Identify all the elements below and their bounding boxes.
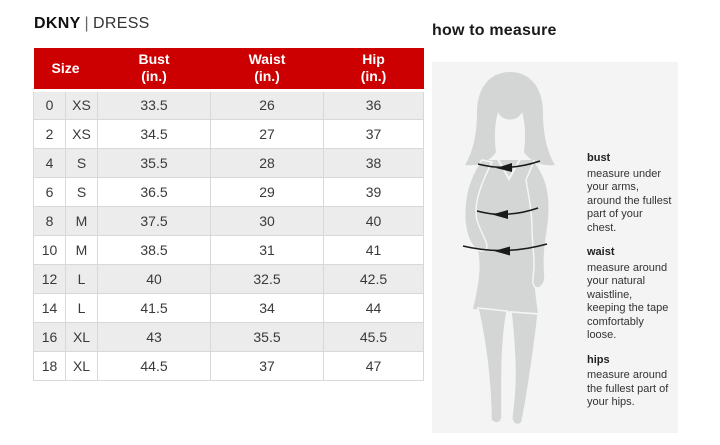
waist-cell: 32.5 xyxy=(210,263,325,294)
waist-description: measure around your natural waistline, k… xyxy=(587,261,669,342)
table-row: 8 M 37.5 30 40 xyxy=(33,205,425,236)
hips-section: hips measure around the fullest part of … xyxy=(587,354,673,410)
size-label-cell: L xyxy=(64,292,99,323)
size-num-cell: 18 xyxy=(33,350,66,381)
size-label-cell: M xyxy=(64,205,99,236)
bust-cell: 40 xyxy=(97,263,212,294)
size-num-cell: 8 xyxy=(33,205,66,236)
bust-header-label: Bust xyxy=(138,51,170,68)
waist-cell: 37 xyxy=(210,350,325,381)
bust-cell: 41.5 xyxy=(97,292,212,323)
bust-cell: 36.5 xyxy=(97,176,212,207)
size-num-cell: 14 xyxy=(33,292,66,323)
table-row: 14 L 41.5 34 44 xyxy=(33,292,425,323)
col-header-size: Size xyxy=(33,48,98,92)
bust-cell: 37.5 xyxy=(97,205,212,236)
chart-title: DKNY | DRESS xyxy=(34,15,150,33)
table-row: 4 S 35.5 28 38 xyxy=(33,147,425,178)
table-header-row: Size Bust (in.) Waist (in.) Hip (in.) xyxy=(33,48,424,92)
title-separator: | xyxy=(84,15,90,32)
hip-arrow-icon xyxy=(462,243,548,256)
size-label-cell: L xyxy=(64,263,99,294)
table-row: 16 XL 43 35.5 45.5 xyxy=(33,321,425,352)
waist-cell: 35.5 xyxy=(210,321,325,352)
bust-cell: 34.5 xyxy=(97,118,212,149)
hip-cell: 47 xyxy=(323,350,425,381)
bust-arrow-icon xyxy=(477,160,541,172)
hip-cell: 37 xyxy=(323,118,425,149)
v-neck-line xyxy=(494,153,524,182)
size-label-cell: S xyxy=(64,147,99,178)
waist-cell: 31 xyxy=(210,234,325,265)
how-to-measure-panel: bust measure under your arms, around the… xyxy=(432,62,678,433)
hip-cell: 41 xyxy=(323,234,425,265)
hip-cell: 44 xyxy=(323,292,425,323)
bust-cell: 43 xyxy=(97,321,212,352)
size-num-cell: 6 xyxy=(33,176,66,207)
table-row: 6 S 36.5 29 39 xyxy=(33,176,425,207)
bust-header-unit: (in.) xyxy=(141,68,167,85)
bust-cell: 38.5 xyxy=(97,234,212,265)
bust-section: bust measure under your arms, around the… xyxy=(587,152,673,235)
col-header-bust: Bust (in.) xyxy=(97,48,211,92)
hip-header-unit: (in.) xyxy=(360,68,387,85)
col-header-waist: Waist (in.) xyxy=(210,48,324,92)
size-header-label: Size xyxy=(51,59,80,76)
brand-name: DKNY xyxy=(34,15,81,32)
hips-label: hips xyxy=(587,353,610,366)
waist-cell: 28 xyxy=(210,147,325,178)
hip-cell: 42.5 xyxy=(323,263,425,294)
waist-cell: 27 xyxy=(210,118,325,149)
size-num-cell: 4 xyxy=(33,147,66,178)
bust-label: bust xyxy=(587,152,611,164)
table-row: 10 M 38.5 31 41 xyxy=(33,234,425,265)
waist-cell: 26 xyxy=(210,89,325,120)
size-num-cell: 12 xyxy=(33,263,66,294)
bust-cell: 35.5 xyxy=(97,147,212,178)
product-name: DRESS xyxy=(93,15,150,32)
hip-header-label: Hip xyxy=(362,51,385,68)
col-header-hip: Hip (in.) xyxy=(323,48,424,92)
size-label-cell: S xyxy=(64,176,99,207)
bust-description: measure under your arms, around the full… xyxy=(587,167,672,234)
table-row: 12 L 40 32.5 42.5 xyxy=(33,263,425,294)
how-to-measure-heading: how to measure xyxy=(432,22,557,39)
size-label-cell: XS xyxy=(64,89,99,120)
size-label-cell: M xyxy=(64,234,99,265)
hip-cell: 40 xyxy=(323,205,425,236)
size-chart-table: Size Bust (in.) Waist (in.) Hip (in.) 0 XS … xyxy=(33,48,425,381)
size-num-cell: 16 xyxy=(33,321,66,352)
female-silhouette xyxy=(463,72,555,426)
table-row: 18 XL 44.5 37 47 xyxy=(33,350,425,381)
table-row: 2 XS 34.5 27 37 xyxy=(33,118,425,149)
waist-label: waist xyxy=(587,246,615,258)
measurement-figure-illustration xyxy=(462,72,555,426)
bust-cell: 33.5 xyxy=(97,89,212,120)
waist-cell: 30 xyxy=(210,205,325,236)
hip-cell: 36 xyxy=(323,89,425,120)
size-num-cell: 0 xyxy=(33,89,66,120)
size-num-cell: 2 xyxy=(33,118,66,149)
waist-header-unit: (in.) xyxy=(254,68,280,85)
size-label-cell: XS xyxy=(64,118,99,149)
waist-header-label: Waist xyxy=(248,51,286,68)
hip-cell: 45.5 xyxy=(323,321,425,352)
hips-description: measure around the fullest part of your … xyxy=(587,369,669,408)
table-row: 0 XS 33.5 26 36 xyxy=(33,89,425,120)
hip-cell: 39 xyxy=(323,176,425,207)
size-label-cell: XL xyxy=(64,321,99,352)
bust-cell: 44.5 xyxy=(97,350,212,381)
waist-cell: 29 xyxy=(210,176,325,207)
waist-arrow-icon xyxy=(476,207,539,219)
hip-cell: 38 xyxy=(323,147,425,178)
waist-section: waist measure around your natural waistl… xyxy=(587,246,673,343)
size-label-cell: XL xyxy=(64,350,99,381)
waist-cell: 34 xyxy=(210,292,325,323)
measure-instructions: bust measure under your arms, around the… xyxy=(587,152,673,421)
size-num-cell: 10 xyxy=(33,234,66,265)
